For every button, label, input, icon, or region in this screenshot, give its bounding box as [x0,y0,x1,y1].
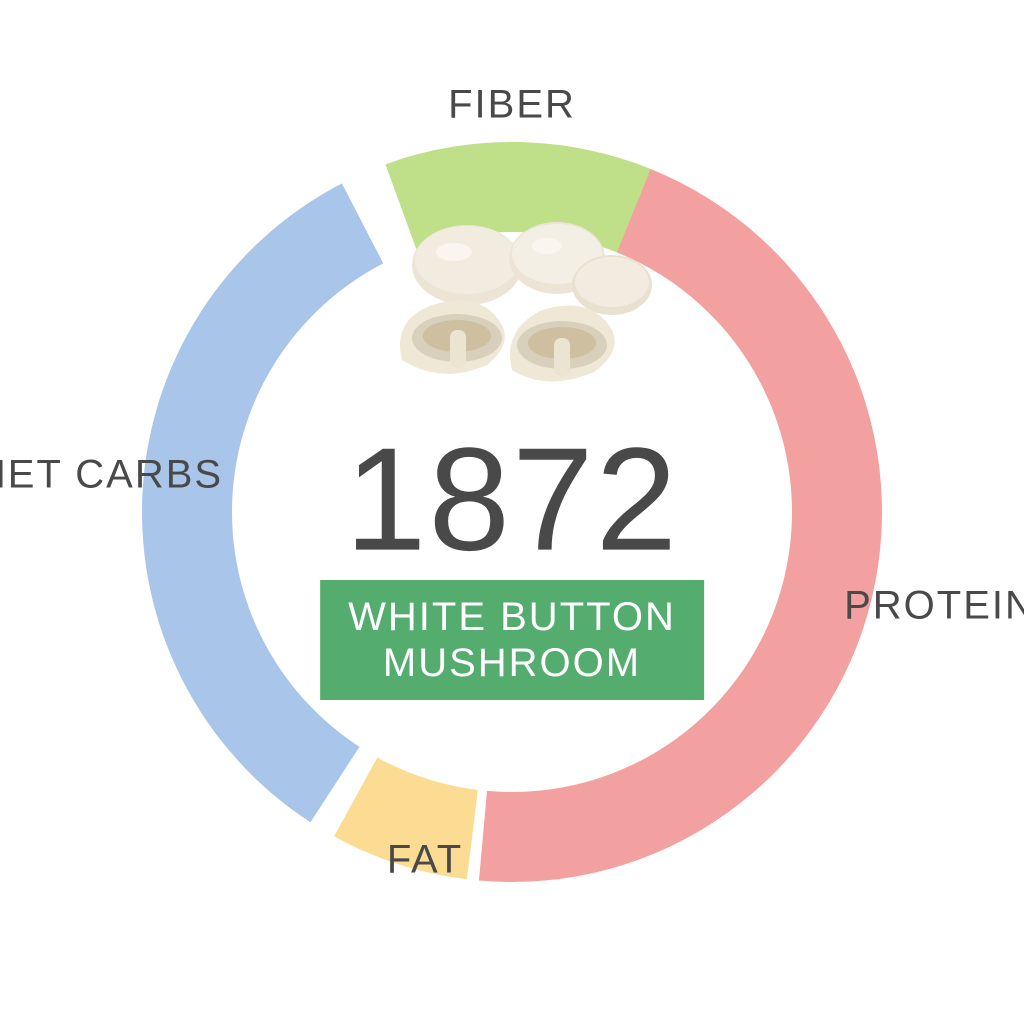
mushroom-illustration [362,210,662,390]
nutrition-donut-card: 1872 WHITE BUTTON MUSHROOM FIBER PROTEIN F… [0,0,1024,1024]
food-title-box: WHITE BUTTON MUSHROOM [320,580,704,700]
segment-label-fat: FAT [387,838,463,883]
nutrition-score-number: 1872 [345,427,679,574]
segment-label-net-carbs: NET CARBS [0,453,223,498]
segment-label-protein: PROTEIN [844,584,1024,629]
segment-label-fiber: FIBER [448,83,576,128]
